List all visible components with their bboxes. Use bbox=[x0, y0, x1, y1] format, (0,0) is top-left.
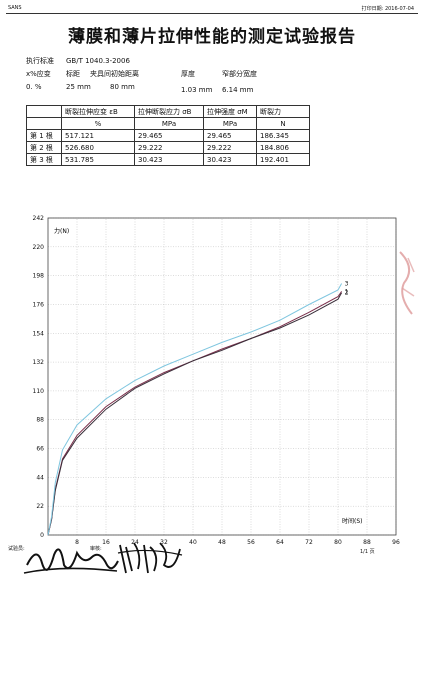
x-tick-label: 16 bbox=[102, 539, 110, 546]
y-tick-label: 242 bbox=[33, 215, 45, 222]
x-tick-label: 40 bbox=[189, 539, 197, 546]
x-tick-labels: 8 16 24 32 40 48 56 64 72 80 88 96 bbox=[75, 539, 400, 546]
y-axis-label: 力(N) bbox=[54, 227, 69, 235]
print-date-value: 2016-07-04 bbox=[384, 6, 414, 12]
x-tick-label: 56 bbox=[247, 539, 255, 546]
y-tick-label: 198 bbox=[33, 273, 45, 280]
series-label-3: 3 bbox=[345, 280, 349, 287]
table-header-cell: 拉伸强度 σM bbox=[203, 105, 257, 118]
table-row: 第 3 根 531.785 30.423 30.423 192.401 bbox=[26, 153, 310, 166]
y-tick-label: 0 bbox=[40, 532, 44, 539]
gauge-label: 标距 bbox=[66, 70, 80, 78]
x-tick-label: 80 bbox=[334, 539, 342, 546]
y-tick-label: 176 bbox=[33, 301, 45, 308]
y-tick-label: 154 bbox=[33, 330, 45, 337]
standard-label: 执行标准 bbox=[26, 57, 54, 65]
table-cell: 第 1 根 bbox=[26, 129, 62, 142]
print-date-label: 打印日期: bbox=[361, 6, 384, 12]
table-cell: 517.121 bbox=[61, 129, 135, 142]
table-cell: 第 3 根 bbox=[26, 153, 62, 166]
y-tick-label: 44 bbox=[36, 474, 44, 481]
table-unit-cell: % bbox=[61, 117, 135, 130]
table-header-cell: 拉伸断裂应力 σB bbox=[134, 105, 204, 118]
chart-series: 12 3 bbox=[47, 280, 349, 536]
x-tick-label: 72 bbox=[305, 539, 313, 546]
strain-value: 0. % bbox=[26, 83, 42, 91]
table-unit-cell: MPa bbox=[134, 117, 204, 130]
x-tick-label: 96 bbox=[392, 539, 400, 546]
x-tick-label: 48 bbox=[218, 539, 226, 546]
grip-value: 80 mm bbox=[110, 83, 135, 91]
results-table: 断裂拉伸应变 εB 拉伸断裂应力 σB 拉伸强度 σM 断裂力 % MPa MP… bbox=[26, 105, 310, 166]
x-tick-label: 88 bbox=[363, 539, 371, 546]
table-cell: 29.465 bbox=[134, 129, 204, 142]
page-number: 1/1 页 bbox=[360, 549, 375, 555]
width-value: 6.14 mm bbox=[222, 86, 254, 94]
grip-label: 夹具间初始距离 bbox=[90, 70, 139, 78]
table-cell: 531.785 bbox=[61, 153, 135, 166]
report-page: SANS 打印日期: 2016-07-04 薄膜和薄片拉伸性能的测定试验报告 执… bbox=[6, 5, 418, 574]
y-tick-label: 220 bbox=[33, 244, 45, 251]
series-line-2 bbox=[47, 292, 343, 536]
print-date: 打印日期: 2016-07-04 bbox=[362, 5, 414, 12]
gauge-value: 25 mm bbox=[66, 83, 91, 91]
width-label: 窄部分宽度 bbox=[222, 70, 257, 78]
x-tick-label: 8 bbox=[75, 539, 79, 546]
table-cell: 29.222 bbox=[203, 141, 257, 154]
y-tick-label: 110 bbox=[33, 388, 45, 395]
thickness-value: 1.03 mm bbox=[181, 86, 213, 94]
chart-frame bbox=[47, 217, 397, 536]
series-label-1: 1 bbox=[345, 288, 349, 295]
table-cell: 184.806 bbox=[256, 141, 310, 154]
chart-grid bbox=[48, 217, 397, 536]
table-header-cell: 断裂拉伸应变 εB bbox=[61, 105, 135, 118]
x-tick-label: 24 bbox=[131, 539, 139, 546]
table-row: 第 1 根 517.121 29.465 29.465 186.345 bbox=[26, 129, 310, 142]
table-unit-cell: MPa bbox=[203, 117, 257, 130]
red-stamp bbox=[399, 251, 415, 315]
table-cell: 第 2 根 bbox=[26, 141, 62, 154]
series-label-2: 2 bbox=[345, 290, 349, 297]
table-unit-cell bbox=[26, 117, 62, 130]
table-unit-row: % MPa MPa N bbox=[26, 117, 310, 130]
report-title: 薄膜和薄片拉伸性能的测定试验报告 bbox=[68, 27, 356, 47]
header-divider bbox=[6, 13, 418, 14]
x-tick-label: 32 bbox=[160, 539, 168, 546]
table-cell: 29.222 bbox=[134, 141, 204, 154]
y-tick-label: 66 bbox=[36, 446, 44, 453]
y-tick-label: 22 bbox=[36, 503, 44, 510]
table-header-cell bbox=[26, 105, 62, 118]
x-axis-label: 时间(S) bbox=[342, 517, 363, 525]
tester-signature bbox=[23, 548, 119, 574]
x-tick-label: 64 bbox=[276, 539, 284, 546]
tester-label: 试验员: bbox=[8, 546, 25, 552]
strain-label: x%应变 bbox=[26, 70, 51, 78]
series-line-3 bbox=[47, 283, 343, 536]
table-cell: 30.423 bbox=[203, 153, 257, 166]
table-header-cell: 断裂力 bbox=[256, 105, 310, 118]
reviewer-label: 审核: bbox=[90, 546, 102, 552]
table-cell: 526.680 bbox=[61, 141, 135, 154]
standard-value: GB/T 1040.3-2006 bbox=[66, 57, 130, 65]
y-tick-label: 132 bbox=[33, 359, 45, 366]
thickness-label: 厚度 bbox=[181, 70, 195, 78]
table-cell: 186.345 bbox=[256, 129, 310, 142]
table-cell: 30.423 bbox=[134, 153, 204, 166]
table-cell: 192.401 bbox=[256, 153, 310, 166]
table-row: 第 2 根 526.680 29.222 29.222 184.806 bbox=[26, 141, 310, 154]
table-header-row: 断裂拉伸应变 εB 拉伸断裂应力 σB 拉伸强度 σM 断裂力 bbox=[26, 105, 310, 118]
y-tick-label: 88 bbox=[36, 417, 44, 424]
company-name: SANS bbox=[8, 5, 22, 11]
table-unit-cell: N bbox=[256, 117, 310, 130]
series-line-1 bbox=[47, 291, 343, 536]
reviewer-signature bbox=[117, 542, 183, 574]
table-cell: 29.465 bbox=[203, 129, 257, 142]
